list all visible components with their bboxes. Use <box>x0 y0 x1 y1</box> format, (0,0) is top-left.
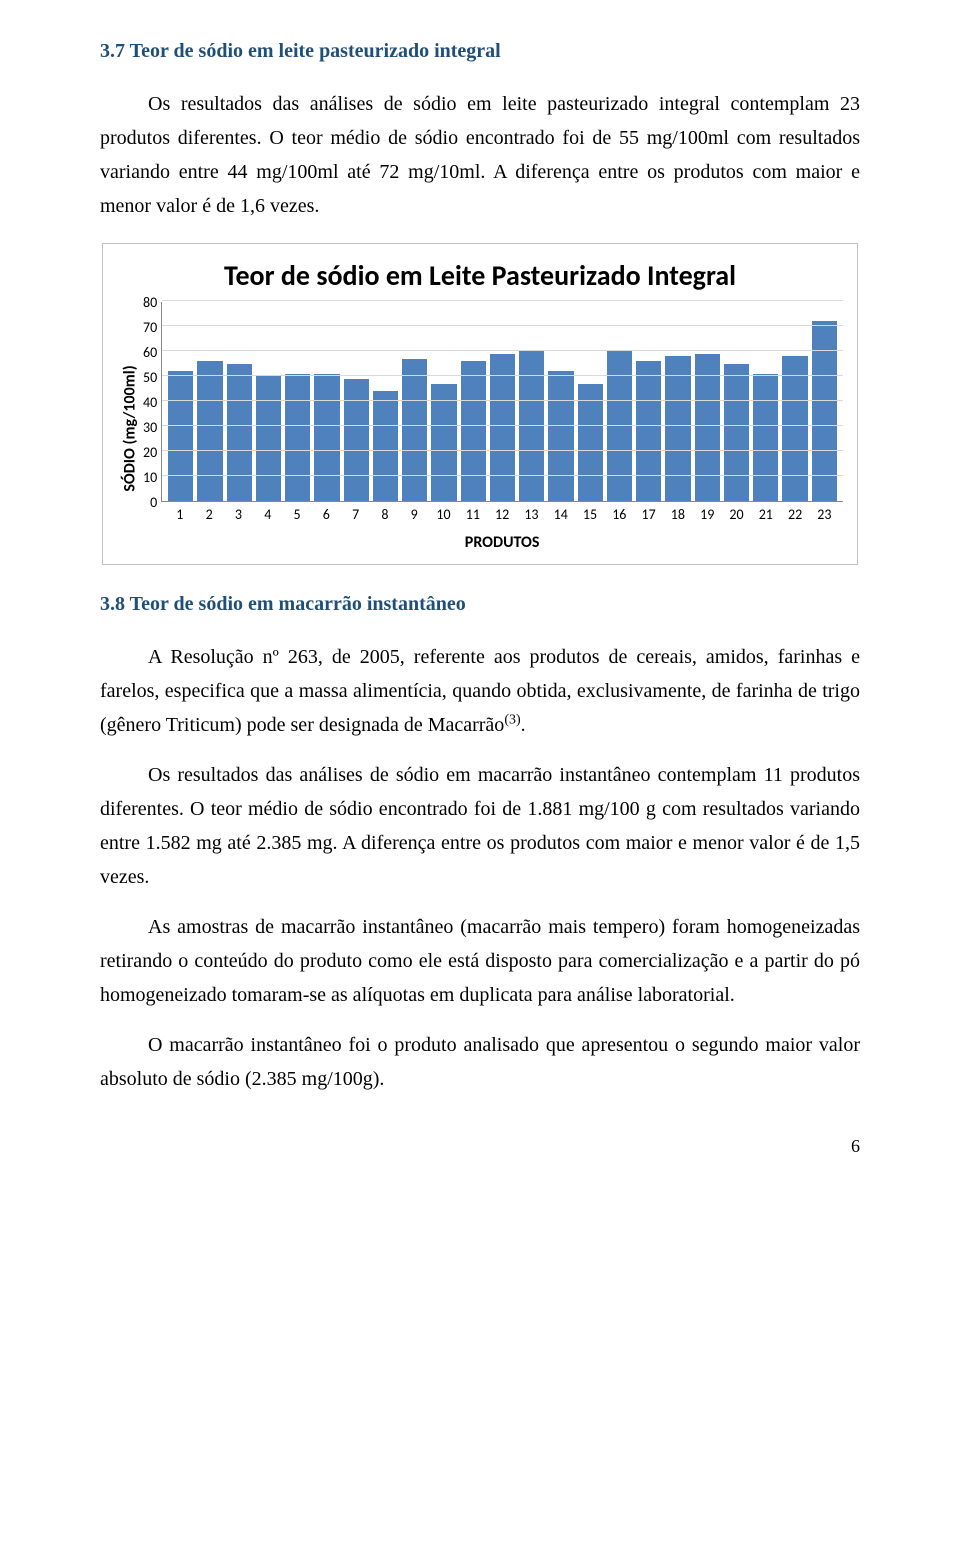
chart-xtick: 16 <box>607 506 632 523</box>
chart-gridline <box>162 300 843 301</box>
chart-xtick: 9 <box>402 506 427 523</box>
chart-ytick: 10 <box>143 465 157 490</box>
chart-bar <box>724 364 749 502</box>
section-3-8-paragraph-2: Os resultados das análises de sódio em m… <box>100 758 860 894</box>
chart-bar <box>285 374 310 502</box>
chart-bar <box>753 374 778 502</box>
section-3-8-paragraph-1: A Resolução nº 263, de 2005, referente a… <box>100 640 860 742</box>
chart-bar <box>402 359 427 502</box>
chart-xticks: 1234567891011121314151617181920212223 <box>161 502 843 523</box>
chart-xtick: 20 <box>724 506 749 523</box>
chart-yticks: 80706050403020100 <box>143 302 161 554</box>
page-number: 6 <box>100 1136 860 1157</box>
chart-gridline <box>162 325 843 326</box>
chart-xtick: 22 <box>782 506 807 523</box>
chart-bar <box>227 364 252 502</box>
chart-xtick: 5 <box>284 506 309 523</box>
chart-xtick: 17 <box>636 506 661 523</box>
chart-plot-area <box>161 302 843 502</box>
chart-ytick: 60 <box>143 340 157 365</box>
chart-xtick: 1 <box>167 506 192 523</box>
chart-bar <box>431 384 456 502</box>
chart-xtick: 19 <box>695 506 720 523</box>
section-3-8-heading: 3.8 Teor de sódio em macarrão instantâne… <box>100 593 860 616</box>
chart-ytick: 30 <box>143 415 157 440</box>
chart-bar <box>812 321 837 501</box>
chart-xlabel: PRODUTOS <box>161 533 843 552</box>
chart-xtick: 7 <box>343 506 368 523</box>
chart-xtick: 21 <box>753 506 778 523</box>
chart-xtick: 4 <box>255 506 280 523</box>
chart-gridline <box>162 400 843 401</box>
chart-xtick: 13 <box>519 506 544 523</box>
chart-xtick: 10 <box>431 506 456 523</box>
chart-gridline <box>162 425 843 426</box>
chart-xtick: 12 <box>489 506 514 523</box>
chart-bar <box>373 391 398 501</box>
chart-bar <box>665 356 690 501</box>
chart-gridline <box>162 350 843 351</box>
section-3-7-paragraph: Os resultados das análises de sódio em l… <box>100 87 860 223</box>
chart-container: Teor de sódio em Leite Pasteurizado Inte… <box>102 243 858 565</box>
chart-ytick: 80 <box>143 290 157 315</box>
chart-xtick: 18 <box>665 506 690 523</box>
chart-gridline <box>162 450 843 451</box>
chart-ytick: 50 <box>143 365 157 390</box>
chart-xtick: 11 <box>460 506 485 523</box>
chart-bar <box>548 371 573 501</box>
chart-xtick: 15 <box>577 506 602 523</box>
chart-xtick: 2 <box>197 506 222 523</box>
chart-gridline <box>162 375 843 376</box>
chart-bar <box>197 361 222 501</box>
section-3-7-heading: 3.7 Teor de sódio em leite pasteurizado … <box>100 40 860 63</box>
p1-text-b: . <box>521 714 526 736</box>
chart-ytick: 0 <box>150 490 157 515</box>
chart-bar <box>314 374 339 502</box>
page: 3.7 Teor de sódio em leite pasteurizado … <box>0 0 960 1197</box>
chart-ylabel: SÓDIO (mg/100ml) <box>121 365 140 491</box>
chart-ylabel-column: SÓDIO (mg/100ml) <box>117 302 143 554</box>
chart-bar <box>519 351 544 501</box>
chart-bar <box>344 379 369 502</box>
chart-ytick: 20 <box>143 440 157 465</box>
chart-ytick: 40 <box>143 390 157 415</box>
p1-text-a: A Resolução nº 263, de 2005, referente a… <box>100 646 860 736</box>
chart-ytick: 70 <box>143 315 157 340</box>
chart-bar <box>461 361 486 501</box>
chart-title: Teor de sódio em Leite Pasteurizado Inte… <box>117 260 843 292</box>
chart-body: SÓDIO (mg/100ml) 80706050403020100 12345… <box>117 302 843 554</box>
chart-bar <box>168 371 193 501</box>
section-3-8-paragraph-4: O macarrão instantâneo foi o produto ana… <box>100 1028 860 1096</box>
chart-bar <box>782 356 807 501</box>
chart-xtick: 3 <box>226 506 251 523</box>
chart-bar <box>607 351 632 501</box>
chart-xtick: 14 <box>548 506 573 523</box>
p1-sup: (3) <box>504 713 520 728</box>
chart-xtick: 8 <box>372 506 397 523</box>
chart-xtick: 23 <box>812 506 837 523</box>
chart-plot-column: 1234567891011121314151617181920212223 PR… <box>161 302 843 554</box>
section-3-8-paragraph-3: As amostras de macarrão instantâneo (mac… <box>100 910 860 1012</box>
chart-bar <box>636 361 661 501</box>
chart-bar <box>578 384 603 502</box>
chart-bar <box>256 376 281 501</box>
chart-gridline <box>162 475 843 476</box>
chart-xtick: 6 <box>314 506 339 523</box>
